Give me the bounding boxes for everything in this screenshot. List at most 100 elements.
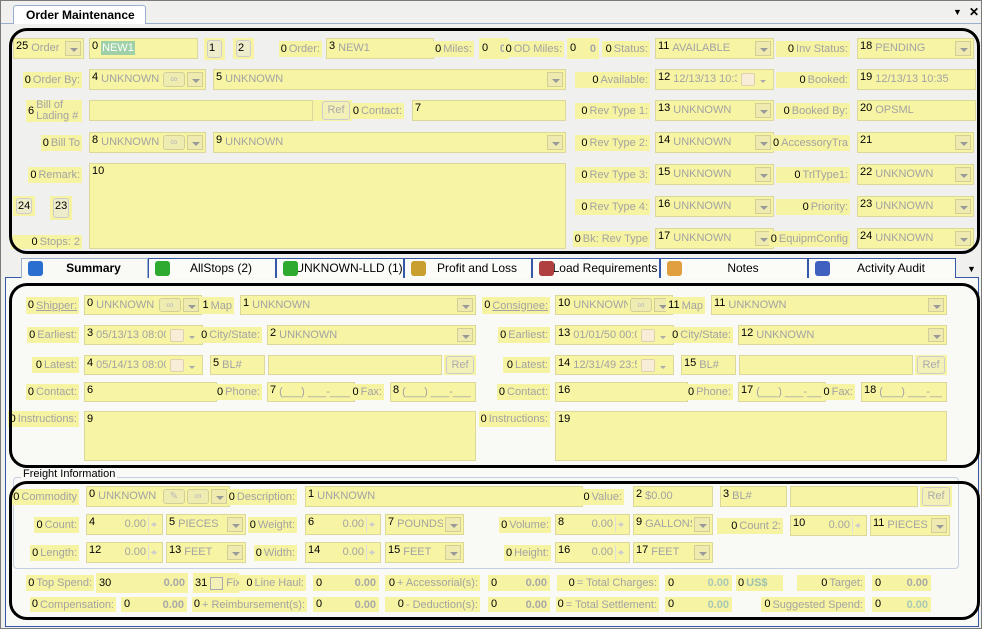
freight-length-field[interactable]: 12 0.00: [86, 542, 163, 563]
order-inv-status-field[interactable]: 18 PENDING: [857, 38, 974, 59]
calendar-icon[interactable]: [170, 359, 195, 372]
shipper-code-field[interactable]: 0 UNKNOWN ∞: [84, 295, 202, 315]
calendar-icon[interactable]: [170, 329, 195, 342]
totals-fix-field[interactable]: 31 Fix: [193, 573, 241, 593]
order-bol-field[interactable]: [89, 100, 313, 121]
order-edit-button-field[interactable]: 2: [233, 38, 254, 59]
dropdown-button[interactable]: [955, 231, 971, 246]
freight-length-unit-field[interactable]: 13 FEET: [166, 542, 246, 563]
dropdown-button[interactable]: [227, 545, 243, 560]
close-icon[interactable]: ✕: [969, 5, 980, 19]
spinner-arrows[interactable]: [366, 517, 378, 532]
freight-height-unit-field[interactable]: 17 FEET: [633, 542, 713, 563]
dropdown-button[interactable]: [931, 518, 947, 533]
order-booked-by-field[interactable]: 20 OPSML: [857, 100, 976, 121]
tab-summary[interactable]: Summary: [21, 258, 148, 278]
tab-activity-audit[interactable]: Activity Audit: [808, 258, 956, 278]
tab-profit-and-loss[interactable]: Profit and Loss: [404, 258, 532, 278]
consignee-contact-field[interactable]: 16: [555, 382, 688, 402]
freight-width-unit-field[interactable]: 15 FEET: [385, 542, 464, 563]
spinner-arrows[interactable]: [366, 545, 378, 560]
dropdown-button[interactable]: [955, 199, 971, 214]
shipper-instructions-field[interactable]: 9: [84, 411, 476, 461]
consignee-map-field[interactable]: 11 UNKNOWN: [711, 295, 947, 315]
freight-count-field[interactable]: 4 0.00: [86, 514, 163, 535]
dropdown-button[interactable]: [211, 489, 227, 504]
dropdown-button[interactable]: [955, 167, 971, 182]
dropdown-button[interactable]: [445, 517, 461, 532]
freight-bl-label-field[interactable]: 3 BL#: [720, 486, 787, 507]
dropdown-button[interactable]: [928, 298, 944, 312]
window-menu-icon[interactable]: ▼: [953, 7, 962, 17]
lookup-link-icon[interactable]: ∞: [630, 298, 652, 312]
dropdown-button[interactable]: [755, 41, 771, 56]
spinner-arrows[interactable]: [615, 517, 627, 532]
tab-unknown-lld-1[interactable]: UNKNOWN-LLD (1): [276, 258, 404, 278]
dropdown-button[interactable]: [755, 103, 771, 118]
dropdown-button[interactable]: [955, 135, 971, 150]
shipper-earliest-field[interactable]: 3 05/13/13 08:00: [84, 325, 203, 345]
calendar-icon[interactable]: [641, 359, 666, 372]
calendar-icon[interactable]: [741, 73, 766, 86]
dropdown-button[interactable]: [445, 545, 461, 560]
document-tab-order-maintenance[interactable]: Order Maintenance: [13, 5, 146, 24]
order-booked-field[interactable]: 19 12/13/13 10:35: [857, 69, 976, 90]
order-order-by-code-field[interactable]: 4 UNKNOWN ∞: [89, 69, 206, 90]
freight-description-field[interactable]: 1 UNKNOWN: [305, 486, 583, 507]
dropdown-button[interactable]: [183, 298, 199, 312]
tab-load-requirements[interactable]: Load Requirements: [532, 258, 660, 278]
ref-button[interactable]: Ref: [922, 487, 950, 506]
order-accessory-field[interactable]: 21: [857, 132, 974, 153]
order-remark-field[interactable]: 10: [89, 163, 566, 249]
order-rev2-field[interactable]: 14 UNKNOWN: [655, 132, 774, 153]
order-order-value-field[interactable]: 3 NEW1: [326, 38, 434, 59]
order-contact-field[interactable]: 7: [412, 100, 566, 121]
order-rev3-field[interactable]: 15 UNKNOWN: [655, 164, 774, 185]
freight-weight-unit-field[interactable]: 7 POUNDS: [385, 514, 464, 535]
order-status-field[interactable]: 11 AVAILABLE: [655, 38, 774, 59]
dropdown-button[interactable]: [227, 517, 243, 532]
dropdown-button[interactable]: [928, 328, 944, 342]
order-bill-to-name-field[interactable]: 9 UNKNOWN: [213, 132, 566, 153]
order-trltype-field[interactable]: 22 UNKNOWN: [857, 164, 974, 185]
dropdown-button[interactable]: [755, 135, 771, 150]
consignee-fax-field[interactable]: 18(___) ___-____: [861, 382, 947, 402]
order-bk-rev-field[interactable]: 17 UNKNOWN: [655, 228, 774, 249]
consignee-instructions-field[interactable]: 19: [555, 411, 947, 461]
consignee-code-field[interactable]: 10 UNKNOWN ∞: [555, 295, 673, 315]
calendar-icon[interactable]: [641, 329, 666, 342]
tab-allstops-2[interactable]: AllStops (2): [148, 258, 276, 278]
ref-button[interactable]: Ref: [917, 356, 945, 374]
lookup-link-icon[interactable]: ∞: [163, 135, 185, 150]
freight-bl-ref-button[interactable]: Ref: [920, 486, 952, 507]
ref-button[interactable]: Ref: [446, 356, 474, 374]
dropdown-button[interactable]: [547, 72, 563, 87]
shipper-fax-field[interactable]: 8 (___) ___-____: [390, 382, 476, 402]
order-rev4-field[interactable]: 16 UNKNOWN: [655, 196, 774, 217]
fix-checkbox[interactable]: [210, 576, 224, 590]
shipper-contact-field[interactable]: 6: [84, 382, 217, 402]
dropdown-button[interactable]: [457, 298, 473, 312]
lookup-link-icon[interactable]: ∞: [159, 298, 181, 312]
freight-width-field[interactable]: 14 0.00: [305, 542, 381, 563]
edit-commodity-icon[interactable]: ✎: [163, 489, 185, 504]
order-number-field[interactable]: 0 NEW1: [89, 38, 198, 59]
consignee-bl-field[interactable]: [739, 355, 913, 375]
dropdown-button[interactable]: [187, 135, 203, 150]
shipper-bl-ref-button[interactable]: Ref: [444, 355, 476, 375]
order-type-field[interactable]: 25 Order: [13, 38, 84, 59]
shipper-latest-field[interactable]: 4 05/14/13 08:00: [84, 355, 203, 375]
shipper-bl-label-field[interactable]: 5 BL#: [210, 355, 265, 375]
freight-volume-field[interactable]: 8 0.00: [555, 514, 630, 535]
spinner-arrows[interactable]: [615, 545, 627, 560]
freight-count-unit-field[interactable]: 5 PIECES: [166, 514, 246, 535]
tabs-overflow-icon[interactable]: ▼: [967, 264, 976, 274]
dropdown-button[interactable]: [457, 328, 473, 342]
lookup-link-icon[interactable]: ∞: [187, 489, 209, 504]
consignee-city-field[interactable]: 12 UNKNOWN: [738, 325, 947, 345]
shipper-map-field[interactable]: 1 UNKNOWN: [240, 295, 476, 315]
consignee-phone-field[interactable]: 17(___) ___-____: [738, 382, 826, 402]
freight-bl-field[interactable]: [790, 486, 918, 507]
